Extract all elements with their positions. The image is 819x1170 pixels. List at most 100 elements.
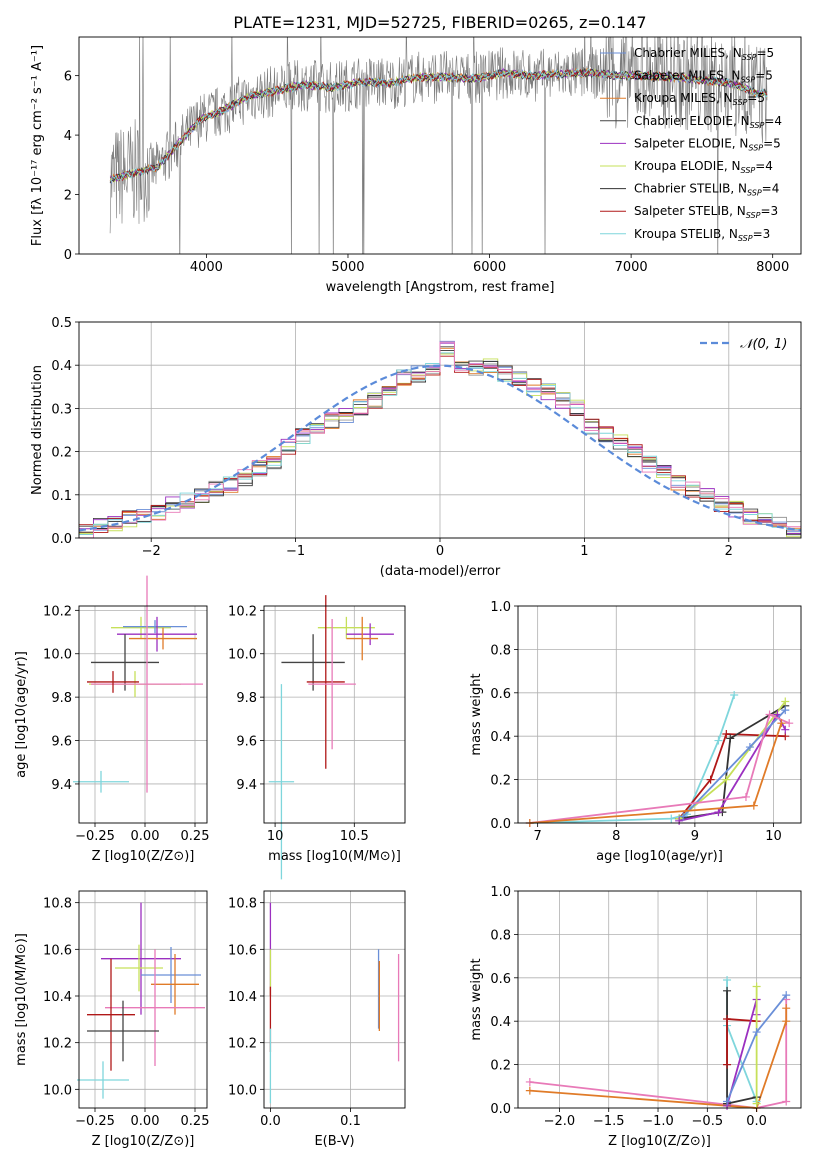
y-axis-label: age [log10(age/yr)] <box>14 651 29 778</box>
x-axis-label: wavelength [Angstrom, rest frame] <box>326 280 555 295</box>
plot-area: 𝒩(0, 1) <box>78 337 802 539</box>
mass-weight-marker <box>782 1004 791 1013</box>
mass-weight-line <box>682 709 786 818</box>
mass-weight-marker <box>730 690 739 699</box>
x-axis-label: Z [log10(Z/Z⊙)] <box>608 1134 711 1149</box>
mass-weight-marker <box>706 775 715 784</box>
y-tick-label: 10.4 <box>228 990 257 1005</box>
y-tick-label: 0.2 <box>51 446 72 461</box>
y-tick-label: 0.4 <box>51 359 72 374</box>
x-tick-label: 6000 <box>473 260 506 275</box>
mass-weight-marker <box>777 719 786 728</box>
x-tick-label: 4000 <box>190 260 223 275</box>
y-tick-label: 0.4 <box>490 730 511 745</box>
x-tick-label: 0.00 <box>131 829 160 844</box>
y-tick-label: 10.6 <box>228 943 257 958</box>
y-tick-label: 9.8 <box>51 691 72 706</box>
y-axis-label: mass weight <box>469 673 484 755</box>
mass-weight-marker <box>714 808 723 817</box>
axes-frame <box>78 890 208 1109</box>
legend-entry: Chabrier MILES, NSSP=5 <box>634 46 774 62</box>
y-tick-label: 0.6 <box>490 687 511 702</box>
y-tick-label: 10.6 <box>43 943 72 958</box>
y-tick-label: 0.5 <box>51 316 72 331</box>
x-tick-label: 8 <box>612 829 620 844</box>
panel-4: 7 8 9 10 0.0 0.2 0.4 0.6 0.8 1.0 age [log10(age/yr… <box>469 600 802 864</box>
mass-weight-marker <box>782 991 791 1000</box>
residual-histogram <box>79 341 801 539</box>
mass-weight-line <box>529 694 736 824</box>
mass-weight-marker <box>726 734 735 743</box>
panel-5: −0.25 0.00 0.25 10.0 10.2 10.4 10.6 10.8 Z [log1… <box>14 890 209 1149</box>
plot-area <box>525 975 791 1112</box>
mass-weight-marker <box>723 1015 732 1024</box>
plot-area <box>77 902 205 1099</box>
mass-weight-marker <box>667 814 676 823</box>
mass-weight-marker <box>714 736 723 745</box>
x-tick-label: −0.25 <box>75 1114 115 1129</box>
axes-frame <box>517 890 802 1109</box>
x-tick-label: 5000 <box>331 260 364 275</box>
y-axis-label: Normed distribution <box>30 365 45 495</box>
mass-weight-marker <box>525 1086 534 1095</box>
axes-frame <box>263 890 406 1109</box>
y-tick-label: 0.0 <box>490 1102 511 1117</box>
mass-weight-marker <box>752 1099 761 1108</box>
x-tick-label: −1.5 <box>593 1114 625 1129</box>
mass-weight-marker <box>752 1028 761 1037</box>
y-tick-label: 9.4 <box>51 778 72 793</box>
mass-weight-line <box>529 999 788 1109</box>
spectrum-lines <box>109 37 768 254</box>
mass-weight-marker <box>722 775 731 784</box>
mass-weight-marker <box>781 725 790 734</box>
legend-entry: Salpeter MILES, NSSP=5 <box>634 69 773 85</box>
axes-frame <box>78 321 802 539</box>
figure-title: PLATE=1231, MJD=52725, FIBERID=0265, z=0… <box>233 13 646 32</box>
plot-area <box>268 595 394 880</box>
mass-weight-marker <box>749 801 758 810</box>
y-tick-label: 9.6 <box>51 735 72 750</box>
x-tick-label: 0.0 <box>746 1114 767 1129</box>
y-tick-label: 4 <box>64 129 72 144</box>
mass-weight-marker <box>785 719 794 728</box>
mass-weight-marker <box>679 812 688 821</box>
mass-weight-marker <box>765 710 774 719</box>
mass-weight-marker <box>782 1097 791 1106</box>
model-spectrum-line <box>109 68 768 184</box>
x-axis-label: mass [log10(M/M⊙)] <box>268 849 401 864</box>
y-axis-label: mass [log10(M/M⊙)] <box>14 933 29 1066</box>
axes-frame <box>78 605 208 824</box>
x-tick-label: 7000 <box>615 260 648 275</box>
y-tick-label: 0.0 <box>490 817 511 832</box>
x-tick-label: −1 <box>286 544 305 559</box>
x-tick-label: 0.00 <box>131 1114 160 1129</box>
x-tick-label: 9 <box>691 829 699 844</box>
x-axis-label: (data-model)/error <box>380 564 501 579</box>
x-tick-label: 0.25 <box>181 829 210 844</box>
y-axis-label: Flux [fλ 10⁻¹⁷ erg cm⁻² s⁻¹ A⁻¹] <box>30 45 45 246</box>
mass-weight-marker <box>745 743 754 752</box>
x-tick-label: −0.25 <box>75 829 115 844</box>
y-tick-label: 10.0 <box>43 648 72 663</box>
mass-weight-marker <box>781 706 790 715</box>
x-tick-label: −1.0 <box>642 1114 674 1129</box>
y-tick-label: 9.6 <box>236 735 257 750</box>
axes-frame <box>78 36 802 255</box>
x-tick-label: 10 <box>267 829 284 844</box>
mass-weight-marker <box>782 1017 791 1026</box>
mass-weight-line <box>678 733 786 820</box>
y-tick-label: 10.8 <box>43 897 72 912</box>
legend-entry: Salpeter ELODIE, NSSP=5 <box>634 136 781 152</box>
legend-entry: Salpeter STELIB, NSSP=3 <box>634 204 778 220</box>
x-axis-label: age [log10(age/yr)] <box>596 849 723 864</box>
legend: Chabrier MILES, NSSP=5 Salpeter MILES, NS… <box>600 46 782 243</box>
x-tick-label: 10.5 <box>340 829 369 844</box>
mass-weight-marker <box>723 1060 732 1069</box>
y-tick-label: 10.0 <box>228 1083 257 1098</box>
x-tick-label: 2 <box>725 544 733 559</box>
panel-3: 10 10.5 9.4 9.6 9.8 10.0 10.2 mass [log10(M/M⊙)… <box>228 595 406 880</box>
panel-2: −0.25 0.00 0.25 9.4 9.6 9.8 10.0 10.2 Z [log10(Z… <box>14 575 210 864</box>
legend-entry: Kroupa STELIB, NSSP=3 <box>634 227 770 243</box>
y-axis-label: mass weight <box>469 958 484 1040</box>
